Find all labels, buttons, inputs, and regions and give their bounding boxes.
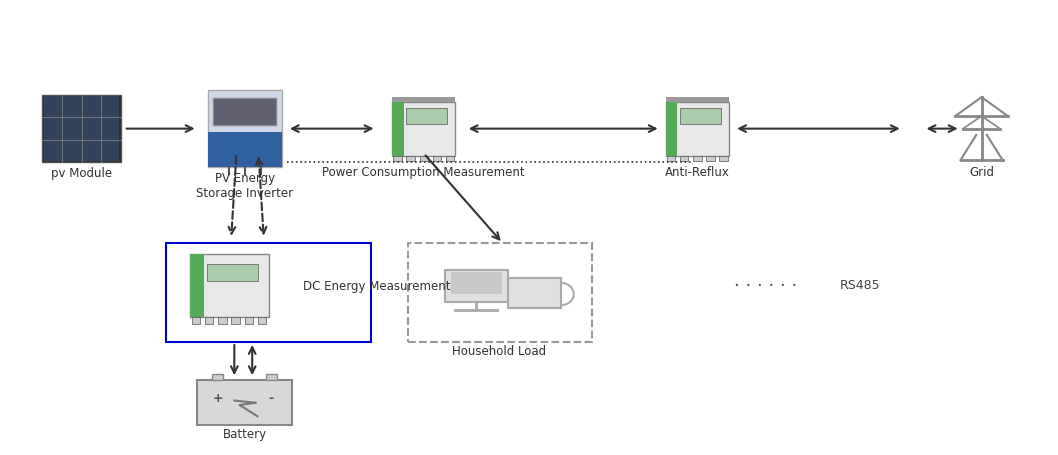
- Text: Household Load: Household Load: [453, 345, 547, 358]
- FancyBboxPatch shape: [433, 156, 441, 161]
- FancyBboxPatch shape: [665, 101, 677, 156]
- FancyBboxPatch shape: [393, 101, 403, 156]
- Text: DC Energy Measurement: DC Energy Measurement: [303, 280, 451, 293]
- FancyBboxPatch shape: [665, 97, 729, 101]
- FancyBboxPatch shape: [394, 156, 402, 161]
- FancyBboxPatch shape: [680, 156, 689, 161]
- FancyBboxPatch shape: [191, 318, 200, 324]
- FancyBboxPatch shape: [189, 254, 204, 318]
- FancyBboxPatch shape: [207, 264, 258, 282]
- Text: +: +: [213, 392, 223, 405]
- Text: PV Energy
Storage Inverter: PV Energy Storage Inverter: [197, 172, 293, 200]
- FancyBboxPatch shape: [189, 254, 269, 318]
- FancyBboxPatch shape: [420, 156, 428, 161]
- Text: Battery: Battery: [223, 428, 267, 440]
- FancyBboxPatch shape: [393, 101, 455, 156]
- FancyBboxPatch shape: [42, 95, 122, 162]
- Text: pv Module: pv Module: [51, 167, 112, 180]
- Text: Anti-Reflux: Anti-Reflux: [665, 166, 730, 179]
- FancyBboxPatch shape: [719, 156, 728, 161]
- FancyBboxPatch shape: [44, 96, 120, 162]
- FancyBboxPatch shape: [451, 273, 501, 294]
- FancyBboxPatch shape: [667, 156, 675, 161]
- FancyBboxPatch shape: [693, 156, 701, 161]
- Text: · · · · · ·: · · · · · ·: [734, 277, 798, 295]
- FancyBboxPatch shape: [266, 374, 277, 380]
- FancyBboxPatch shape: [444, 270, 508, 302]
- FancyBboxPatch shape: [244, 318, 253, 324]
- FancyBboxPatch shape: [393, 97, 455, 101]
- FancyBboxPatch shape: [508, 278, 561, 308]
- FancyBboxPatch shape: [707, 156, 715, 161]
- FancyBboxPatch shape: [445, 156, 454, 161]
- FancyBboxPatch shape: [679, 108, 720, 124]
- FancyBboxPatch shape: [208, 132, 281, 167]
- FancyBboxPatch shape: [208, 91, 281, 167]
- FancyBboxPatch shape: [218, 318, 226, 324]
- FancyBboxPatch shape: [665, 101, 729, 156]
- FancyBboxPatch shape: [406, 108, 448, 124]
- FancyBboxPatch shape: [212, 374, 223, 380]
- Text: -: -: [269, 392, 274, 405]
- Text: Power Consumption Measurement: Power Consumption Measurement: [323, 166, 525, 179]
- FancyBboxPatch shape: [205, 318, 214, 324]
- FancyBboxPatch shape: [258, 318, 267, 324]
- FancyBboxPatch shape: [406, 156, 415, 161]
- FancyBboxPatch shape: [232, 318, 240, 324]
- Text: Grid: Grid: [969, 166, 995, 179]
- FancyBboxPatch shape: [214, 98, 276, 125]
- FancyBboxPatch shape: [198, 380, 292, 425]
- Text: RS485: RS485: [839, 279, 880, 293]
